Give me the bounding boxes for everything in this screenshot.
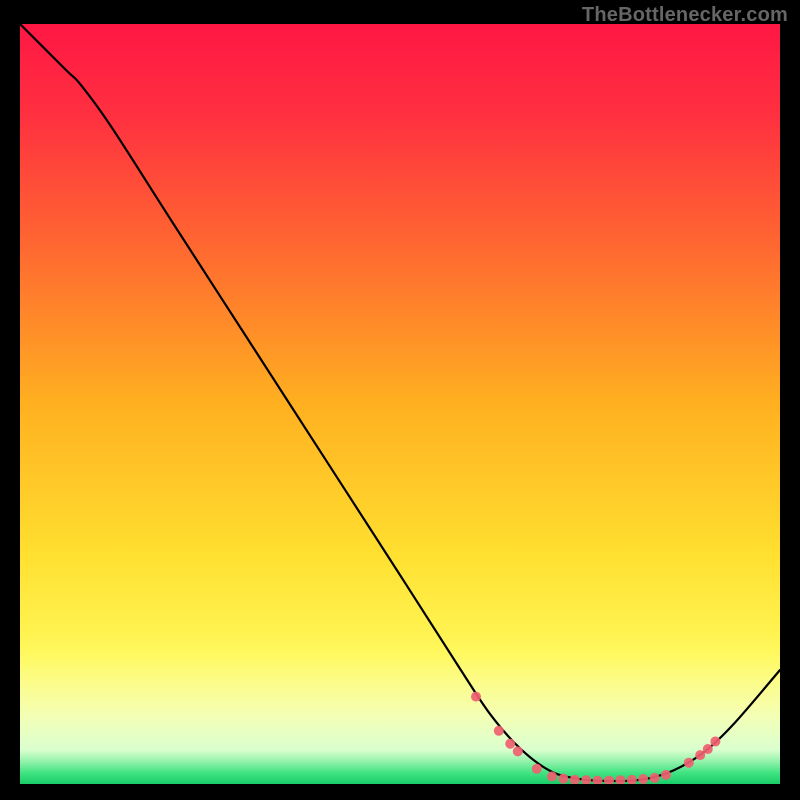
data-marker (638, 774, 648, 784)
data-marker (532, 764, 542, 774)
plot-area (20, 24, 780, 784)
data-marker (650, 773, 660, 783)
chart-stage: TheBottlenecker.com (0, 0, 800, 800)
data-marker (547, 771, 557, 781)
data-marker (661, 770, 671, 780)
data-marker (494, 726, 504, 736)
bottom-tint-band (20, 632, 780, 784)
data-marker (513, 746, 523, 756)
data-marker (471, 692, 481, 702)
data-marker (710, 736, 720, 746)
data-marker (558, 774, 568, 784)
plot-svg (20, 24, 780, 784)
data-marker (505, 739, 515, 749)
data-marker (684, 758, 694, 768)
data-marker (703, 744, 713, 754)
